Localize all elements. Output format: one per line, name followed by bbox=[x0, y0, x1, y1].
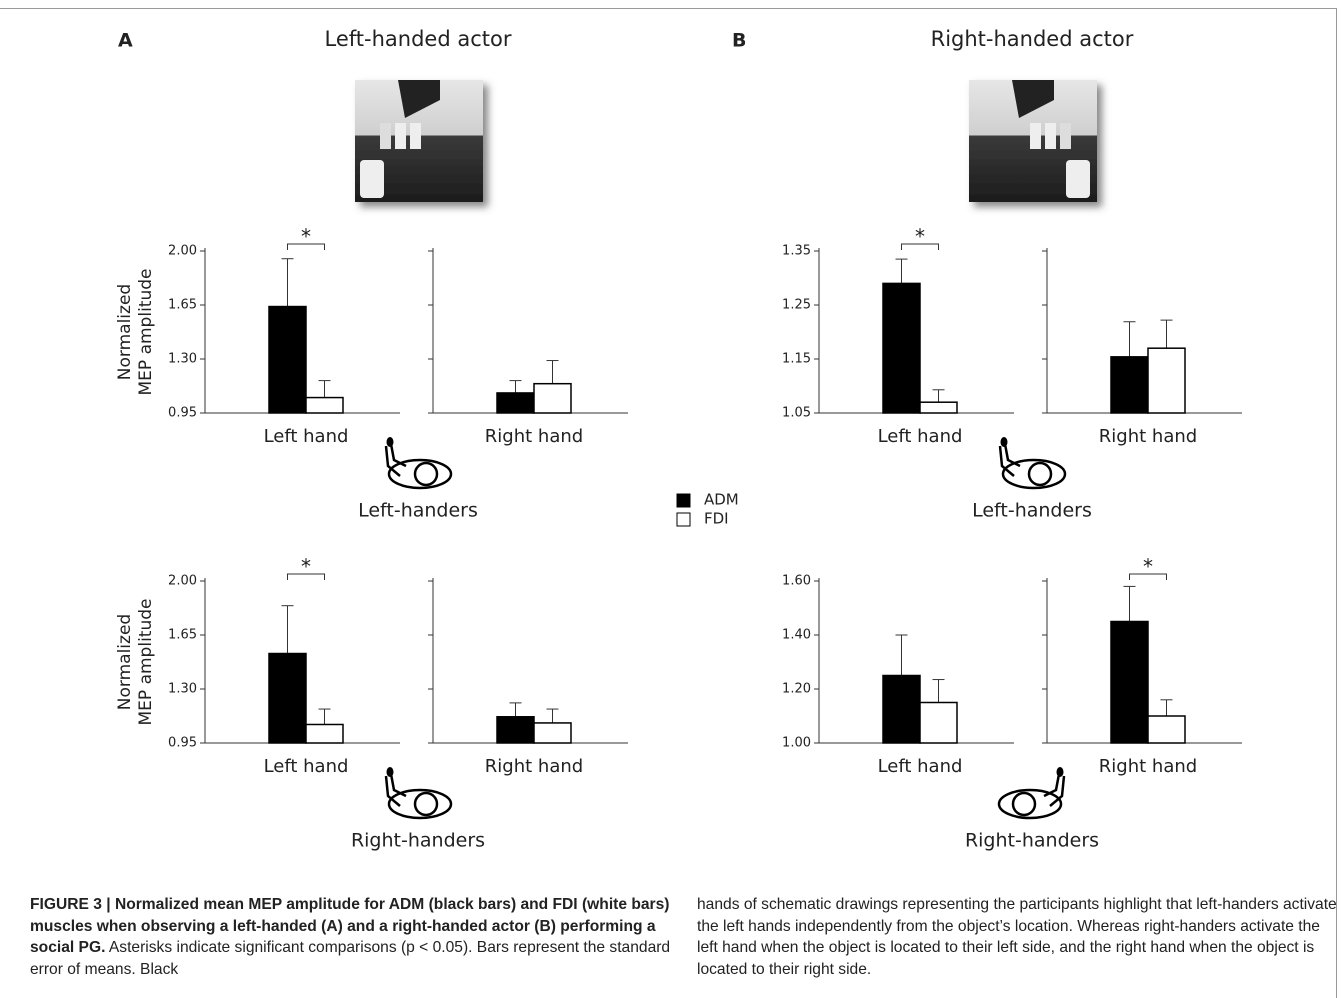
x-tick-label: Left hand bbox=[878, 756, 963, 777]
hand bbox=[387, 767, 394, 777]
panel-letter: A bbox=[118, 30, 133, 52]
panel-title: Right-handed actor bbox=[931, 27, 1134, 51]
bar bbox=[920, 402, 957, 413]
bar bbox=[920, 703, 957, 744]
hand bbox=[1057, 767, 1064, 777]
hand bbox=[1001, 437, 1008, 447]
x-tick-label: Left hand bbox=[264, 756, 349, 777]
bar bbox=[1111, 357, 1148, 413]
bar bbox=[1148, 348, 1185, 413]
y-tick-label: 1.65 bbox=[168, 628, 197, 643]
head bbox=[415, 463, 437, 485]
y-tick-label: 1.20 bbox=[782, 682, 811, 697]
head bbox=[1013, 793, 1035, 815]
y-axis-label: Normalized MEP amplitude bbox=[115, 267, 157, 397]
legend-swatch bbox=[677, 513, 690, 526]
caption-text: Asterisks indicate significant compariso… bbox=[30, 939, 670, 978]
y-tick-label: 2.00 bbox=[168, 574, 197, 589]
hand-icon bbox=[386, 767, 451, 818]
significance-mark: * bbox=[915, 225, 925, 249]
x-tick-label: Right hand bbox=[1099, 426, 1197, 447]
y-axis-label: Normalized MEP amplitude bbox=[115, 597, 157, 727]
legend-label: FDI bbox=[704, 510, 729, 528]
legend-swatch bbox=[677, 494, 690, 507]
hand-icon bbox=[1000, 437, 1065, 488]
x-tick-label: Right hand bbox=[485, 756, 583, 777]
y-tick-label: 1.15 bbox=[782, 352, 811, 367]
y-tick-label: 1.30 bbox=[168, 682, 197, 697]
legend-label: ADM bbox=[704, 491, 739, 509]
bar bbox=[883, 283, 920, 413]
y-tick-label: 0.95 bbox=[168, 406, 197, 421]
y-tick-label: 1.00 bbox=[782, 736, 811, 751]
photo bbox=[355, 80, 483, 202]
group-label: Right-handers bbox=[965, 830, 1099, 852]
y-tick-label: 2.00 bbox=[168, 244, 197, 259]
y-tick-label: 1.40 bbox=[782, 628, 811, 643]
bar bbox=[497, 717, 534, 743]
hand-icon bbox=[386, 437, 451, 488]
bar bbox=[883, 676, 920, 744]
y-tick-label: 1.65 bbox=[168, 298, 197, 313]
group-label: Left-handers bbox=[972, 500, 1092, 522]
y-tick-label: 1.35 bbox=[782, 244, 811, 259]
group-label: Right-handers bbox=[351, 830, 485, 852]
y-tick-label: 1.05 bbox=[782, 406, 811, 421]
bar bbox=[534, 384, 571, 413]
y-tick-label: 1.25 bbox=[782, 298, 811, 313]
significance-mark: * bbox=[301, 555, 311, 579]
panel-title: Left-handed actor bbox=[325, 27, 512, 51]
bar bbox=[306, 398, 343, 413]
x-tick-label: Left hand bbox=[264, 426, 349, 447]
hand-icon bbox=[999, 767, 1064, 818]
photo bbox=[969, 80, 1097, 202]
bar bbox=[1148, 716, 1185, 743]
x-tick-label: Left hand bbox=[878, 426, 963, 447]
group-label: Left-handers bbox=[358, 500, 478, 522]
bar bbox=[1111, 622, 1148, 744]
x-tick-label: Right hand bbox=[1099, 756, 1197, 777]
significance-mark: * bbox=[1143, 555, 1153, 579]
x-tick-label: Right hand bbox=[485, 426, 583, 447]
y-tick-label: 1.30 bbox=[168, 352, 197, 367]
bar bbox=[497, 393, 534, 413]
figure: A Left-handed actor B Right-handed actor 0.9… bbox=[0, 0, 1344, 998]
bar bbox=[269, 307, 306, 413]
panel-letter: B bbox=[732, 30, 746, 52]
head bbox=[1029, 463, 1051, 485]
bar bbox=[306, 724, 343, 743]
significance-mark: * bbox=[301, 225, 311, 249]
bar bbox=[534, 723, 571, 743]
caption-right: hands of schematic drawings representing… bbox=[697, 894, 1342, 980]
page: A Left-handed actor B Right-handed actor 0.9… bbox=[0, 0, 1344, 998]
head bbox=[415, 793, 437, 815]
y-tick-label: 0.95 bbox=[168, 736, 197, 751]
hand bbox=[387, 437, 394, 447]
y-tick-label: 1.60 bbox=[782, 574, 811, 589]
bar bbox=[269, 654, 306, 743]
caption-left: FIGURE 3 | Normalized mean MEP amplitude… bbox=[30, 894, 675, 980]
